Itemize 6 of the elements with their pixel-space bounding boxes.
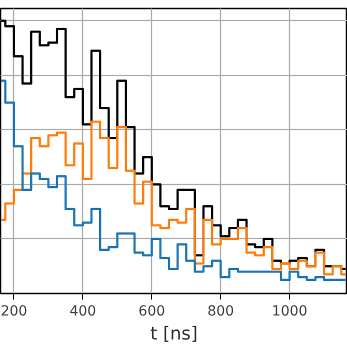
x-tick-label: 1000 <box>272 304 308 320</box>
x-tick-label: 600 <box>138 304 166 320</box>
x-tick-label: 200 <box>0 304 28 320</box>
x-axis-title: t [ns] <box>150 324 198 344</box>
x-tick-label: 400 <box>69 304 96 320</box>
x-tick-label: 800 <box>207 304 234 320</box>
